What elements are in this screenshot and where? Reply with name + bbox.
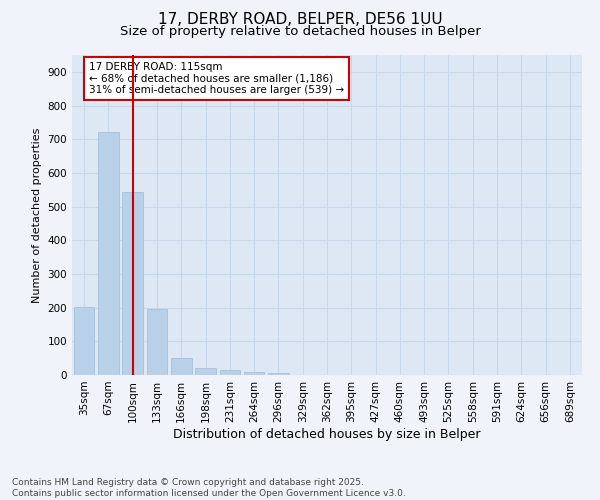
Bar — [244, 372, 265, 375]
Bar — [74, 306, 94, 375]
Text: Size of property relative to detached houses in Belper: Size of property relative to detached ho… — [119, 25, 481, 38]
Bar — [268, 374, 289, 375]
Text: 17 DERBY ROAD: 115sqm
← 68% of detached houses are smaller (1,186)
31% of semi-d: 17 DERBY ROAD: 115sqm ← 68% of detached … — [89, 62, 344, 95]
Bar — [122, 192, 143, 375]
Bar — [171, 358, 191, 375]
Y-axis label: Number of detached properties: Number of detached properties — [32, 128, 42, 302]
Bar — [98, 132, 119, 375]
Bar — [146, 309, 167, 375]
Text: Contains HM Land Registry data © Crown copyright and database right 2025.
Contai: Contains HM Land Registry data © Crown c… — [12, 478, 406, 498]
Text: 17, DERBY ROAD, BELPER, DE56 1UU: 17, DERBY ROAD, BELPER, DE56 1UU — [158, 12, 442, 28]
Bar — [195, 368, 216, 375]
X-axis label: Distribution of detached houses by size in Belper: Distribution of detached houses by size … — [173, 428, 481, 440]
Bar — [220, 370, 240, 375]
